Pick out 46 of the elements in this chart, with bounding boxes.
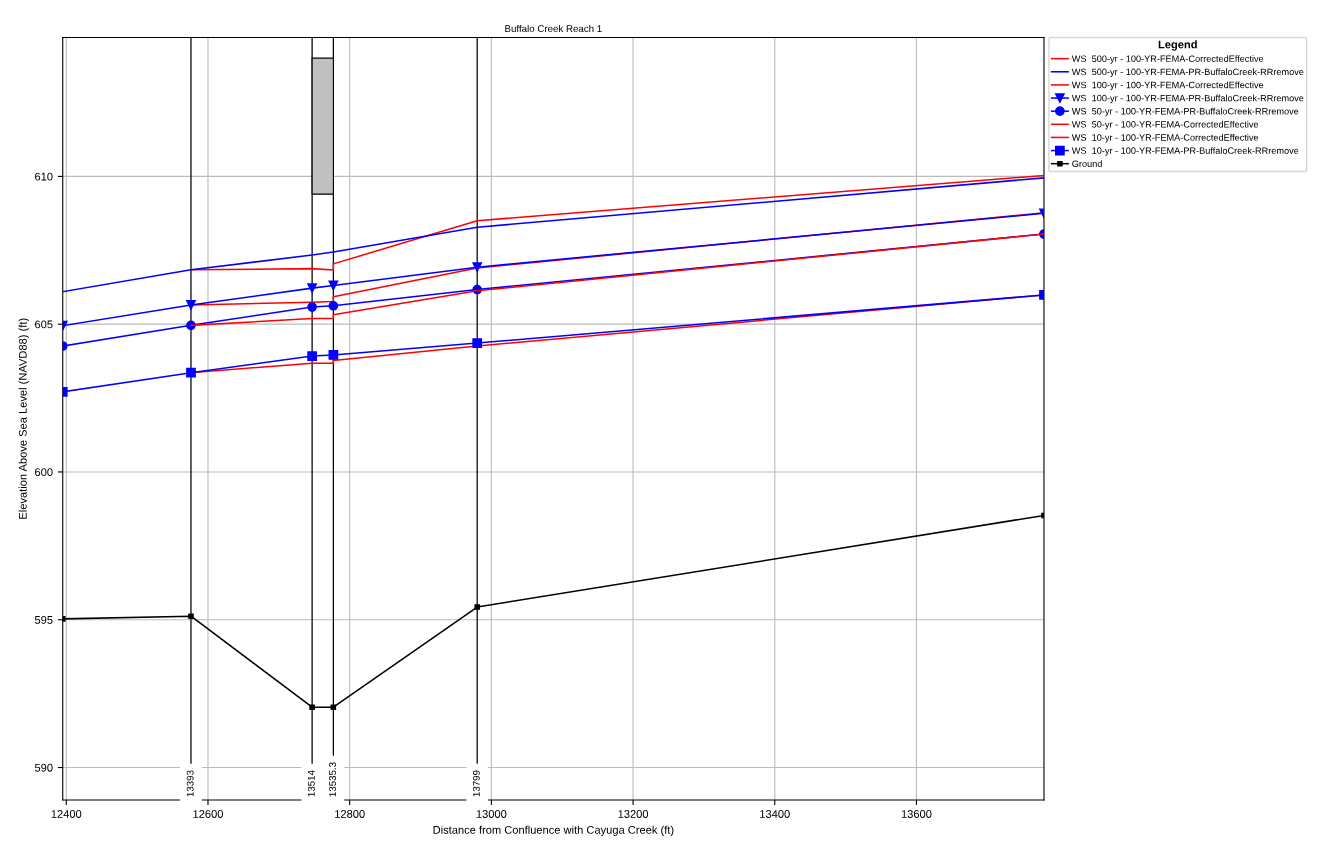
legend-label: WS 500-yr - 100-YR-FEMA-PR-BuffaloCreek-RRremove xyxy=(1071,68,1304,77)
point xyxy=(472,338,483,348)
legend-label: WS 10-yr - 100-YR-FEMA-PR-BuffaloCreek-RRremove xyxy=(1071,147,1299,156)
x-tick-label: 13000 xyxy=(476,810,507,818)
point xyxy=(186,367,196,378)
legend-label: WS 50-yr - 100-YR-FEMA-CorrectedEffective xyxy=(1071,120,1259,130)
point xyxy=(328,280,339,291)
chart-title: Buffalo Creek Reach 1 xyxy=(505,24,602,33)
point xyxy=(472,262,483,272)
point xyxy=(186,300,196,310)
x-tick-label: 13400 xyxy=(760,810,790,818)
x-tick-label: 12800 xyxy=(335,810,365,818)
annotation: 13799 xyxy=(472,770,480,797)
legend-label: WS 100-yr - 100-YR-FEMA-PR-BuffaloCreek-RRremove xyxy=(1071,94,1304,104)
x-tick-label: 12400 xyxy=(51,810,82,818)
y-tick-label: 595 xyxy=(34,616,53,624)
point xyxy=(328,300,339,311)
point xyxy=(188,613,194,619)
x-axis-title: Distance from Confluence with Cayuga Creek (ft) xyxy=(433,825,674,837)
annotation: 13535.3 xyxy=(329,762,336,797)
legend-label: WS 100-yr - 100-YR-FEMA-CorrectedEffective xyxy=(1071,81,1264,91)
point xyxy=(307,351,317,361)
point xyxy=(330,704,337,711)
legend-label: WS 50-yr - 100-YR-FEMA-PR-BuffaloCreek-RRremove xyxy=(1071,107,1299,117)
x-tick-label: 12600 xyxy=(193,810,223,818)
y-tick-label: 600 xyxy=(35,468,53,477)
point xyxy=(309,704,315,711)
point xyxy=(62,616,66,622)
annotation: 13393 xyxy=(186,770,194,797)
legend-title: Legend xyxy=(1158,40,1197,51)
legend-label: WS 10-yr - 100-YR-FEMA-CorrectedEffective xyxy=(1071,134,1259,143)
x-tick-label: 13200 xyxy=(618,810,649,818)
annotation: 13514 xyxy=(307,770,315,797)
x-tick-label: 13600 xyxy=(901,810,932,818)
line-series xyxy=(190,174,1044,271)
legend-label: Ground xyxy=(1072,160,1102,167)
line-series xyxy=(62,177,1044,293)
point xyxy=(328,350,339,360)
y-tick-label: 590 xyxy=(34,763,53,772)
y-tick-label: 610 xyxy=(35,172,53,181)
point xyxy=(307,302,317,312)
y-axis-title: Elevation Above Sea Level (NAVD88) (ft) xyxy=(18,318,29,519)
point xyxy=(307,283,317,293)
point xyxy=(474,604,480,610)
legend-label: WS 500-yr - 100-YR-FEMA-CorrectedEffective xyxy=(1071,55,1264,64)
y-tick-label: 605 xyxy=(35,320,53,329)
